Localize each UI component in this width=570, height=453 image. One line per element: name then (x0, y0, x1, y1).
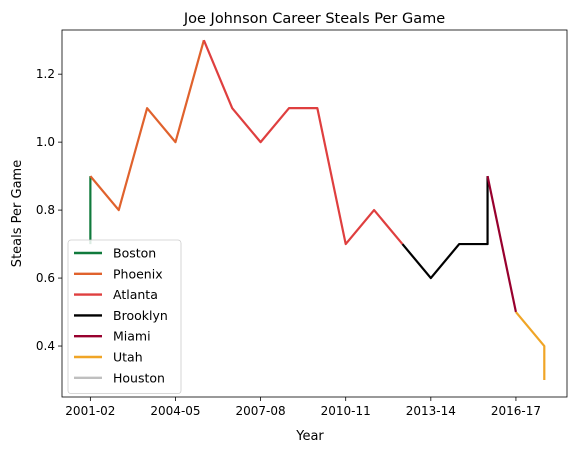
legend-label: Miami (113, 329, 151, 344)
plot-area-frame (61, 29, 568, 398)
legend-label: Brooklyn (113, 308, 168, 323)
y-tick-label: 1.2 (36, 67, 55, 81)
legend-label: Atlanta (113, 287, 158, 302)
x-tick-label: 2004-05 (150, 404, 200, 418)
x-tick-label: 2016-17 (491, 404, 541, 418)
x-tick-label: 2007-08 (236, 404, 286, 418)
legend-label: Utah (113, 350, 143, 365)
series-line-brooklyn (401, 176, 489, 280)
legend-label: Houston (113, 370, 165, 385)
legend-box (67, 239, 182, 395)
x-axis-label: Year (295, 429, 324, 444)
y-tick-label: 0.8 (36, 203, 55, 217)
x-tick-label: 2010-11 (321, 404, 371, 418)
legend: Boston Phoenix Atlanta Brooklyn Miami Utah Hou… (67, 239, 182, 395)
legend-label: Boston (113, 246, 156, 261)
y-tick-label: 1.0 (36, 135, 55, 149)
legend-label: Phoenix (113, 266, 163, 281)
y-axis-label: Steals Per Game (10, 160, 25, 267)
series-line-atlanta (202, 39, 404, 246)
chart-title: Joe Johnson Career Steals Per Game (183, 11, 445, 27)
series-line-miami (486, 175, 518, 313)
x-tick-label: 2001-02 (65, 404, 115, 418)
y-tick-label: 0.4 (36, 339, 55, 353)
x-tick-label: 2013-14 (406, 404, 456, 418)
series-line-phoenix (89, 39, 205, 212)
series-line-utah (515, 311, 546, 381)
y-tick-label: 0.6 (36, 271, 55, 285)
